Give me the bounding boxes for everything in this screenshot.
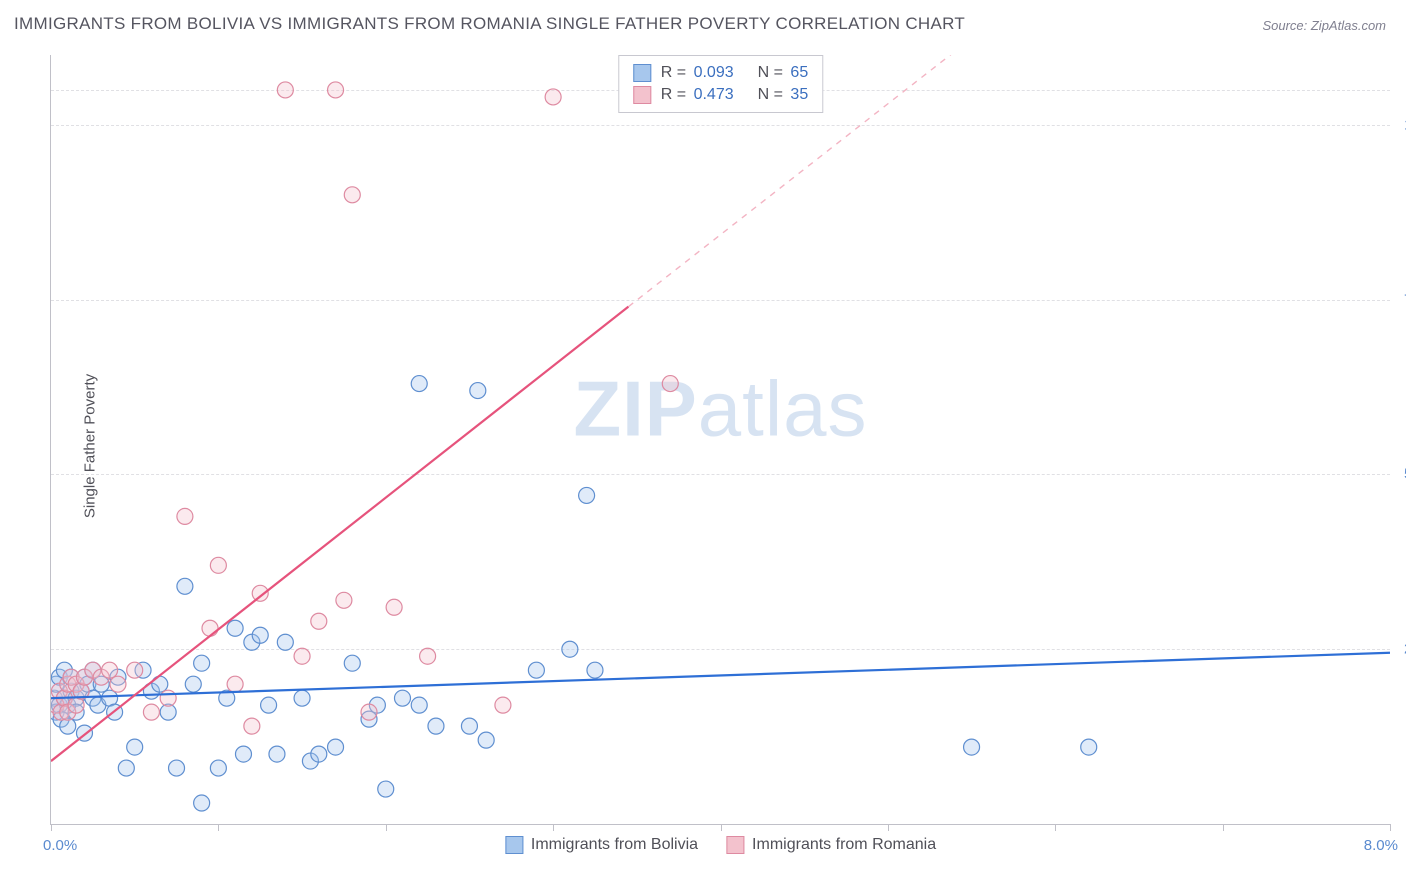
x-tick [553, 824, 554, 831]
data-point [202, 620, 218, 636]
stats-legend: R = 0.093 N = 65 R = 0.473 N = 35 [618, 55, 823, 113]
data-point [118, 760, 134, 776]
data-point [277, 634, 293, 650]
x-tick [386, 824, 387, 831]
data-point [227, 676, 243, 692]
x-tick [721, 824, 722, 831]
data-point [311, 746, 327, 762]
source-label: Source: ZipAtlas.com [1262, 18, 1386, 33]
stats-row-romania: R = 0.473 N = 35 [633, 84, 808, 106]
x-tick [51, 824, 52, 831]
data-point [194, 795, 210, 811]
data-point [169, 760, 185, 776]
data-point [495, 697, 511, 713]
legend-item-romania: Immigrants from Romania [726, 836, 936, 854]
data-point [411, 376, 427, 392]
data-point [160, 690, 176, 706]
data-point [361, 704, 377, 720]
data-point [420, 648, 436, 664]
data-point [470, 383, 486, 399]
swatch-romania [633, 86, 651, 104]
legend-label-bolivia: Immigrants from Bolivia [531, 836, 698, 854]
data-point [1081, 739, 1097, 755]
chart-title: IMMIGRANTS FROM BOLIVIA VS IMMIGRANTS FR… [14, 14, 965, 34]
x-tick [1390, 824, 1391, 831]
data-point [252, 627, 268, 643]
data-point [269, 746, 285, 762]
data-point [311, 613, 327, 629]
data-point [177, 508, 193, 524]
data-point [177, 578, 193, 594]
data-point [294, 690, 310, 706]
data-point [244, 718, 260, 734]
x-tick-max: 8.0% [1364, 837, 1398, 854]
data-point [478, 732, 494, 748]
swatch-romania-icon [726, 836, 744, 854]
data-point [127, 739, 143, 755]
data-point [185, 676, 201, 692]
y-tick-label: 50.0% [1396, 466, 1406, 483]
y-tick-label: 100.0% [1396, 116, 1406, 133]
data-point [194, 655, 210, 671]
data-point [587, 662, 603, 678]
series-legend: Immigrants from Bolivia Immigrants from … [505, 836, 936, 854]
data-point [378, 781, 394, 797]
data-point [102, 662, 118, 678]
stats-row-bolivia: R = 0.093 N = 65 [633, 62, 808, 84]
data-point [336, 592, 352, 608]
data-point [579, 487, 595, 503]
legend-item-bolivia: Immigrants from Bolivia [505, 836, 698, 854]
y-tick-label: 25.0% [1396, 641, 1406, 658]
x-tick-min: 0.0% [43, 837, 77, 854]
data-point [411, 697, 427, 713]
data-point [261, 697, 277, 713]
data-point [545, 89, 561, 105]
data-point [235, 746, 251, 762]
data-point [328, 82, 344, 98]
data-point [386, 599, 402, 615]
data-point [227, 620, 243, 636]
data-point [344, 655, 360, 671]
plot-area: ZIPatlas R = 0.093 N = 65 R = 0.473 N = … [50, 55, 1390, 825]
swatch-bolivia [633, 64, 651, 82]
data-point [964, 739, 980, 755]
x-tick [1055, 824, 1056, 831]
data-point [110, 676, 126, 692]
data-point [394, 690, 410, 706]
data-point [428, 718, 444, 734]
data-point [143, 704, 159, 720]
x-tick [888, 824, 889, 831]
data-point [127, 662, 143, 678]
data-point [562, 641, 578, 657]
chart-svg [51, 55, 1390, 824]
data-point [461, 718, 477, 734]
data-point [328, 739, 344, 755]
data-point [210, 760, 226, 776]
data-point [277, 82, 293, 98]
data-point [662, 376, 678, 392]
data-point [344, 187, 360, 203]
legend-label-romania: Immigrants from Romania [752, 836, 936, 854]
data-point [210, 557, 226, 573]
y-tick-label: 75.0% [1396, 291, 1406, 308]
data-point [528, 662, 544, 678]
swatch-bolivia-icon [505, 836, 523, 854]
x-tick [218, 824, 219, 831]
data-point [294, 648, 310, 664]
x-tick [1223, 824, 1224, 831]
